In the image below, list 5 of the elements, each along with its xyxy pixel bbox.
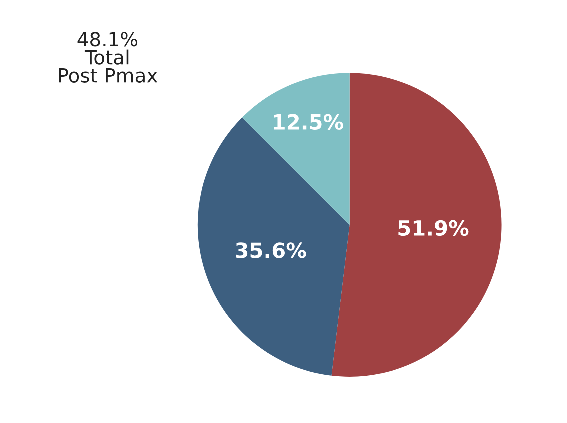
data-label: 12.5% — [274, 114, 344, 130]
text: 48.1% Total Post Pmax — [59, 32, 158, 83]
data-label: 35.6% — [236, 242, 306, 258]
pie-slice — [242, 73, 350, 226]
data-label: 51.9% — [398, 220, 469, 236]
